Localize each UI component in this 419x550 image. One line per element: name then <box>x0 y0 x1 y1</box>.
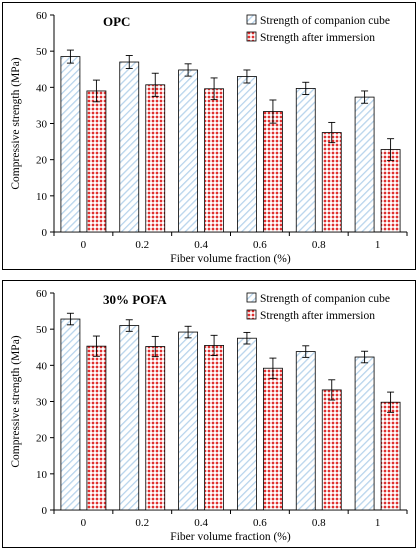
bar-companion <box>295 88 316 233</box>
legend-label: Strength after immersion <box>260 32 375 44</box>
x-tick-label: 0.6 <box>253 239 267 251</box>
chart-panel-opc: 0 10 20 30 40 50 60 0 0.2 0.4 0.6 0.8 1 Fiber volume … <box>2 2 416 270</box>
legend-swatch <box>246 31 257 42</box>
bar-immersion <box>86 90 107 233</box>
chart-svg-opc: 0 10 20 30 40 50 60 0 0.2 0.4 0.6 0.8 1 Fiber volume … <box>10 10 408 265</box>
y-tick-label: 20 <box>36 433 48 445</box>
x-axis-title: Fiber volume fraction (%) <box>170 253 291 265</box>
y-axis-title: Compressive strength (MPa) <box>10 57 22 189</box>
bar-companion <box>354 96 375 233</box>
bar-companion <box>60 56 81 233</box>
bar-immersion <box>380 401 401 511</box>
y-tick-label: 60 <box>36 288 48 300</box>
y-tick-label: 30 <box>36 119 48 131</box>
bar-companion <box>354 356 375 511</box>
bar-immersion <box>321 389 342 511</box>
y-tick-label: 0 <box>42 505 48 517</box>
x-tick-label: 0.2 <box>135 239 149 251</box>
bar-companion <box>237 76 257 233</box>
y-tick-label: 20 <box>36 155 48 167</box>
chart-title: OPC <box>103 14 130 29</box>
bar-immersion <box>204 345 224 511</box>
y-tick-label: 10 <box>36 191 48 203</box>
x-tick-label: 0.4 <box>194 517 208 529</box>
bar-immersion <box>263 111 283 233</box>
legend-label: Strength of companion cube <box>260 15 390 27</box>
legend-swatch <box>246 14 257 25</box>
bar-companion <box>237 337 257 511</box>
bar-immersion <box>86 345 107 511</box>
bar-immersion <box>204 88 224 233</box>
x-tick-label: 0.6 <box>253 517 267 529</box>
y-tick-label: 40 <box>36 360 48 372</box>
legend-label: Strength of companion cube <box>260 293 390 305</box>
y-tick-label: 30 <box>36 397 48 409</box>
x-tick-label: 0 <box>81 239 87 251</box>
legend-swatch <box>246 309 257 320</box>
y-tick-label: 0 <box>42 227 48 239</box>
x-tick-label: 0.2 <box>135 517 149 529</box>
bar-immersion <box>263 367 283 511</box>
bar-companion <box>60 318 81 511</box>
bar-companion <box>119 325 140 511</box>
legend-label: Strength after immersion <box>260 310 375 322</box>
x-tick-label: 1 <box>375 239 381 251</box>
bar-companion <box>178 69 198 233</box>
x-tick-label: 0.8 <box>312 517 326 529</box>
bar-immersion <box>145 84 166 233</box>
y-tick-label: 50 <box>36 46 48 58</box>
chart-title: 30% POFA <box>103 292 167 307</box>
bar-immersion <box>321 132 342 233</box>
x-tick-label: 0 <box>81 517 87 529</box>
x-tick-label: 0.4 <box>194 239 208 251</box>
chart-panel-pofa: 0 10 20 30 40 50 60 0 0.2 0.4 0.6 0.8 1 Fiber volume … <box>2 280 416 548</box>
y-tick-label: 60 <box>36 10 48 22</box>
chart-svg-pofa: 0 10 20 30 40 50 60 0 0.2 0.4 0.6 0.8 1 Fiber volume … <box>10 288 408 543</box>
bar-immersion <box>380 149 401 233</box>
legend-swatch <box>246 292 257 303</box>
y-tick-label: 40 <box>36 82 48 94</box>
bar-companion <box>295 351 316 511</box>
x-tick-label: 1 <box>375 517 381 529</box>
bar-companion <box>178 331 198 511</box>
y-axis-title: Compressive strength (MPa) <box>10 335 22 467</box>
bar-immersion <box>145 346 166 511</box>
y-tick-label: 50 <box>36 324 48 336</box>
y-tick-label: 10 <box>36 469 48 481</box>
x-tick-label: 0.8 <box>312 239 326 251</box>
bar-companion <box>119 61 140 233</box>
x-axis-title: Fiber volume fraction (%) <box>170 531 291 543</box>
